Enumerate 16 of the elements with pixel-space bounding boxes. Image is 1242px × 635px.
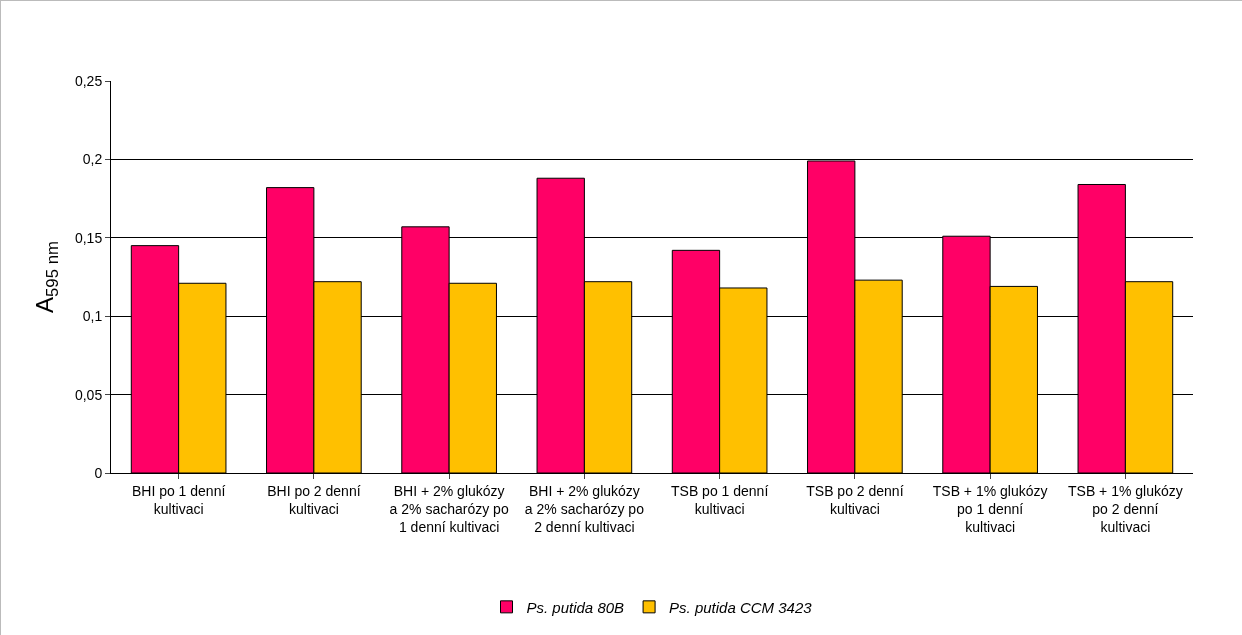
y-tick-label: 0,15: [74, 229, 103, 246]
x-tick-label: BHI + 2% glukózy a 2% sacharózy po 2 denní kultivaci: [524, 482, 645, 536]
legend-label: Ps. putida CCM 3423: [669, 598, 813, 616]
y-tick-label: 0,05: [74, 386, 103, 403]
x-tick-label: TSB po 1 denní kultivaci: [670, 482, 769, 517]
x-tick-label: TSB po 2 denní kultivaci: [806, 482, 904, 517]
x-tick-label: TSB + 1% glukózy po 2 denní kultivaci: [1067, 482, 1183, 536]
x-tick-label: BHI po 1 denní kultivaci: [131, 482, 226, 517]
y-tick-label: 0,25: [74, 72, 103, 89]
y-tick-label: 0,2: [82, 151, 103, 168]
y-tick-label: 0: [94, 464, 103, 481]
y-tick-label: 0,1: [82, 308, 103, 325]
x-tick-label: BHI + 2% glukózy a 2% sacharózy po 1 denní kultivaci: [389, 482, 509, 536]
x-tick-label: TSB + 1% glukózy po 1 denní kultivaci: [932, 482, 1048, 536]
legend-label: Ps. putida 80B: [526, 598, 625, 616]
x-tick-label: BHI po 2 denní kultivaci: [267, 482, 361, 517]
